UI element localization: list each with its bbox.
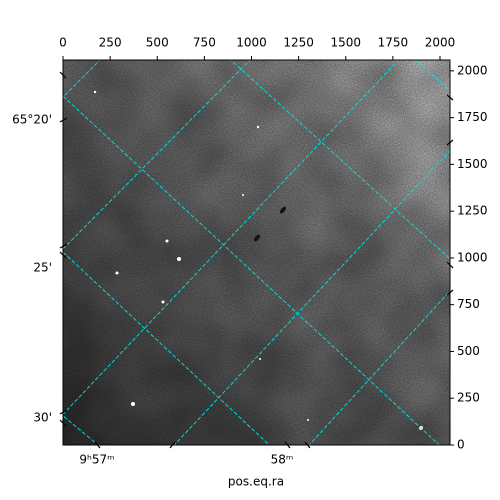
y-tick-label: 1250: [457, 204, 488, 218]
sky-image: [63, 60, 450, 445]
x-tick-label: 0: [59, 36, 67, 50]
ra-tick-label: 9ʰ57ᵐ: [79, 453, 114, 467]
y-tick-label: 1000: [457, 250, 488, 264]
ra-tick-label: 58ᵐ: [271, 453, 294, 467]
y-tick-label: 1750: [457, 110, 488, 124]
x-tick-label: 750: [193, 36, 216, 50]
x-tick-label: 1750: [378, 36, 409, 50]
wcs-ticks: [59, 71, 454, 449]
y-tick-label: 500: [457, 344, 480, 358]
x-axis-label: pos.eq.ra: [228, 475, 284, 489]
y-tick-label: 2000: [457, 63, 488, 77]
y-tick-label: 750: [457, 297, 480, 311]
x-tick-label: 250: [99, 36, 122, 50]
x-tick-label: 1250: [283, 36, 314, 50]
x-tick-label: 1000: [236, 36, 267, 50]
axes-frame: [62, 59, 451, 446]
x-tick-label: 1500: [330, 36, 361, 50]
x-tick-label: 2000: [425, 36, 456, 50]
y-tick-label: 1500: [457, 157, 488, 171]
dec-tick-label: 30': [33, 411, 52, 425]
dec-tick-label: 25': [33, 261, 52, 275]
y-tick-label: 0: [457, 438, 465, 452]
y-tick-label: 250: [457, 391, 480, 405]
coordinate-grid: [63, 60, 450, 445]
x-tick-label: 500: [146, 36, 169, 50]
dec-tick-label: 65°20': [12, 113, 52, 127]
